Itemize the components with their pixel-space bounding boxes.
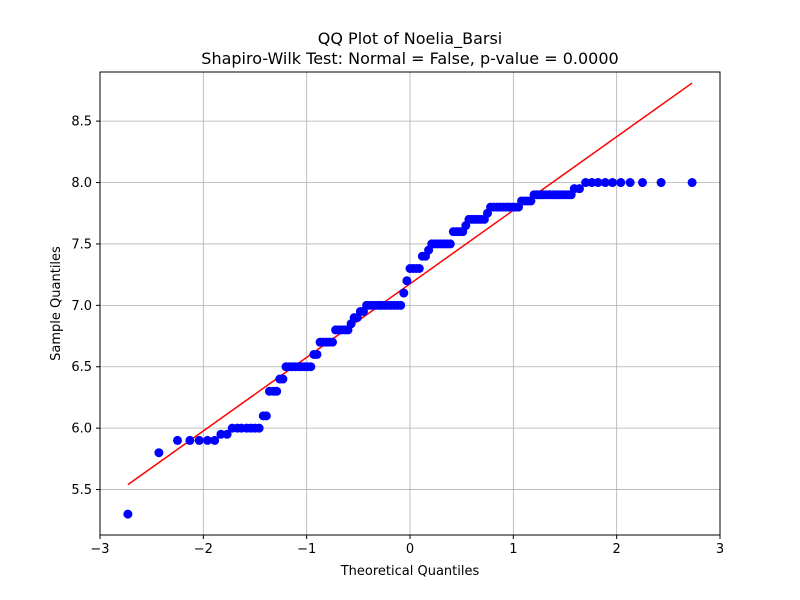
- data-point: [687, 178, 697, 188]
- data-point: [123, 509, 133, 519]
- data-point: [216, 429, 226, 439]
- y-tick-label: 8.0: [71, 176, 92, 191]
- data-point: [581, 178, 591, 188]
- x-tick-label: −3: [90, 542, 109, 557]
- y-tick-label: 7.0: [71, 299, 92, 314]
- y-tick-label: 7.5: [71, 237, 92, 252]
- data-point: [202, 435, 212, 445]
- x-tick-label: −2: [194, 542, 213, 557]
- data-point: [222, 429, 232, 439]
- x-tick-label: −1: [297, 542, 316, 557]
- data-point: [210, 435, 220, 445]
- chart-subtitle: Shapiro-Wilk Test: Normal = False, p-val…: [201, 49, 618, 68]
- data-point: [396, 300, 406, 310]
- x-tick-label: 1: [509, 542, 517, 557]
- y-tick-label: 8.5: [71, 115, 92, 130]
- y-axis-ticks: 5.5 6.0 6.5 7.0 7.5 8.0 8.5: [71, 115, 100, 498]
- data-point: [656, 178, 666, 188]
- data-point: [261, 411, 271, 421]
- data-point: [173, 435, 182, 445]
- data-point: [574, 184, 584, 194]
- data-point: [625, 178, 635, 188]
- data-point: [616, 178, 626, 188]
- data-point: [399, 288, 409, 298]
- data-point: [254, 423, 264, 433]
- data-point: [154, 448, 164, 458]
- data-point: [278, 374, 288, 384]
- chart-title: QQ Plot of Noelia_Barsi: [318, 29, 502, 49]
- data-point: [402, 276, 412, 286]
- data-point: [306, 362, 316, 372]
- x-tick-label: 0: [406, 542, 414, 557]
- y-tick-label: 6.0: [71, 422, 92, 437]
- data-point: [185, 435, 195, 445]
- y-tick-label: 6.5: [71, 360, 92, 375]
- x-tick-label: 3: [716, 542, 724, 557]
- data-point: [414, 263, 424, 273]
- data-point: [638, 178, 647, 188]
- data-point: [587, 178, 597, 188]
- x-axis-ticks: −3 −2 −1 0 1 2 3: [90, 535, 724, 557]
- data-point: [272, 386, 282, 396]
- data-point: [600, 178, 610, 188]
- x-tick-label: 2: [613, 542, 621, 557]
- x-axis-label: Theoretical Quantiles: [340, 564, 480, 579]
- data-point: [445, 239, 455, 249]
- data-point: [593, 178, 603, 188]
- data-point: [328, 337, 337, 347]
- data-point: [312, 349, 322, 359]
- y-tick-label: 5.5: [71, 483, 92, 498]
- data-points: [123, 178, 697, 519]
- y-axis-label: Sample Quantiles: [49, 246, 64, 361]
- data-point: [194, 435, 204, 445]
- data-point: [608, 178, 618, 188]
